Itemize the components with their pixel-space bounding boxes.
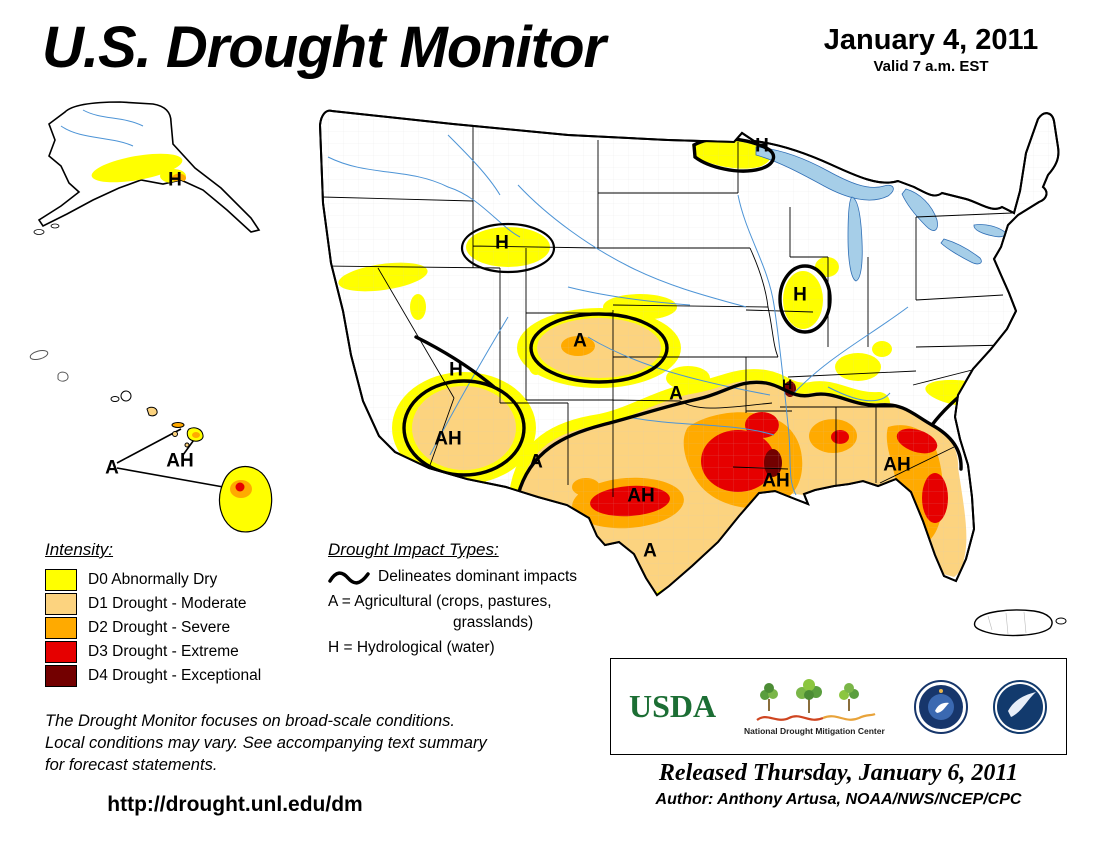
disclaimer-line: The Drought Monitor focuses on broad-sca… xyxy=(45,712,455,730)
disclaimer-line: Local conditions may vary. See accompany… xyxy=(45,734,487,752)
ndmc-logo: National Drought Mitigation Center xyxy=(739,677,889,737)
d2-swatch xyxy=(45,617,77,639)
disclaimer: The Drought Monitor focuses on broad-sca… xyxy=(45,710,590,776)
agency-logo-box: USDA National Drought Mitigation Center xyxy=(610,658,1067,755)
release-block: Released Thursday, January 6, 2011 Autho… xyxy=(610,760,1067,809)
map-label: AH xyxy=(883,454,911,476)
disclaimer-line: for forecast statements. xyxy=(45,756,218,774)
agricultural-label-cont: grasslands) xyxy=(453,614,534,631)
ndmc-trees-icon xyxy=(756,678,876,721)
intensity-heading: Intensity: xyxy=(45,540,114,559)
hydrological-label: H = Hydrological (water) xyxy=(328,639,495,656)
map-label: A xyxy=(573,330,587,352)
map-date: January 4, 2011 xyxy=(823,24,1039,56)
commerce-seal xyxy=(913,679,968,734)
legend-row-d1: D1 Drought - Moderate xyxy=(45,592,325,616)
pacific-islands xyxy=(29,349,69,382)
map-label: A xyxy=(105,457,119,479)
d2-label: D2 Drought - Severe xyxy=(88,619,231,636)
map-label: AH xyxy=(434,428,462,450)
legend-row-d4: D4 Drought - Exceptional xyxy=(45,664,325,688)
great-lakes xyxy=(755,146,1006,282)
hawaii-map xyxy=(110,390,273,533)
map-label: H xyxy=(168,169,182,191)
d0-label: D0 Abnormally Dry xyxy=(88,571,218,588)
impact-types: Drought Impact Types: Delineates dominan… xyxy=(328,540,638,657)
author-line: Author: Anthony Artusa, NOAA/NWS/NCEP/CP… xyxy=(655,791,1022,808)
page-title: U.S. Drought Monitor xyxy=(42,15,606,80)
drought-monitor-url[interactable]: http://drought.unl.edu/dm xyxy=(107,793,363,816)
map-label: H xyxy=(793,284,807,306)
impact-delineation xyxy=(402,136,978,497)
d4-label: D4 Drought - Exceptional xyxy=(88,667,262,684)
legend-row-d0: D0 Abnormally Dry xyxy=(45,568,325,592)
delineates-label: Delineates dominant impacts xyxy=(378,568,578,585)
rivers xyxy=(327,134,909,496)
map-label: AH xyxy=(627,485,655,507)
map-label: A xyxy=(669,383,683,405)
conus-map xyxy=(318,109,1060,597)
d3-swatch xyxy=(45,641,77,663)
noaa-seal xyxy=(992,679,1047,734)
alaska-map xyxy=(33,101,261,235)
d4-swatch xyxy=(45,665,77,687)
date-block: January 4, 2011 Valid 7 a.m. EST xyxy=(795,24,1067,75)
usda-logo: USDA xyxy=(629,688,717,724)
map-label: H xyxy=(495,232,509,254)
ndmc-label: National Drought Mitigation Center xyxy=(744,725,885,736)
map-label: H xyxy=(755,135,769,157)
map-label: AH xyxy=(166,450,194,472)
map-label: A xyxy=(643,540,657,562)
agricultural-label: A = Agricultural (crops, pastures, xyxy=(328,593,552,610)
map-label: H xyxy=(449,359,463,381)
d0-swatch xyxy=(45,569,77,591)
map-label: A xyxy=(529,451,543,473)
intensity-legend: Intensity: D0 Abnormally Dry D1 Drought … xyxy=(45,540,325,688)
map-label: AH xyxy=(762,470,790,492)
delineation-squiggle-icon xyxy=(328,571,370,585)
released-date: Released Thursday, January 6, 2011 xyxy=(658,760,1019,786)
legend-row-d2: D2 Drought - Severe xyxy=(45,616,325,640)
puerto-rico-map xyxy=(973,609,1067,637)
d1-swatch xyxy=(45,593,77,615)
legend-row-d3: D3 Drought - Extreme xyxy=(45,640,325,664)
d1-label: D1 Drought - Moderate xyxy=(88,595,247,612)
valid-time: Valid 7 a.m. EST xyxy=(873,58,989,75)
map-label: H xyxy=(781,376,793,392)
impact-types-heading: Drought Impact Types: xyxy=(328,540,499,559)
d3-label: D3 Drought - Extreme xyxy=(88,643,239,660)
